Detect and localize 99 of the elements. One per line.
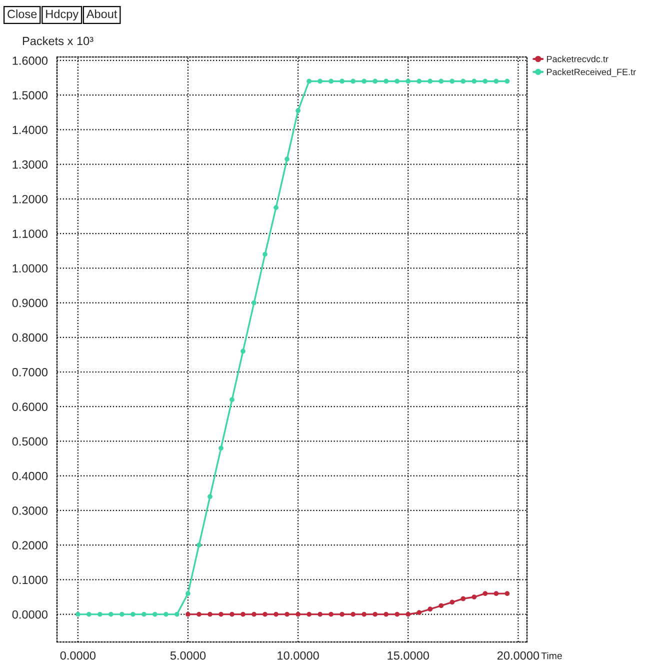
point (504, 78, 510, 84)
point (504, 591, 510, 596)
point (230, 612, 234, 617)
y-tick-label: 1.0000 (12, 264, 48, 273)
point (296, 108, 300, 114)
point (428, 78, 433, 84)
point (152, 612, 158, 617)
point (208, 494, 212, 500)
point (350, 78, 356, 84)
x-tick-label: 0.0000 (60, 651, 96, 660)
point (240, 612, 246, 617)
point (252, 300, 256, 306)
point (164, 612, 168, 617)
y-tick-label: 1.5000 (12, 91, 48, 100)
point (394, 612, 400, 617)
point (218, 612, 224, 617)
point (428, 606, 433, 612)
y-axis-title: Packets x 10³ (22, 36, 94, 46)
point (438, 603, 444, 608)
text: About (86, 10, 118, 18)
legend-label: PacketReceived_FE.tr (546, 68, 636, 77)
y-tick-label: 0.0000 (12, 610, 48, 619)
point (416, 78, 422, 84)
point (362, 612, 367, 617)
point (372, 78, 378, 84)
point (284, 612, 290, 617)
point (340, 78, 345, 84)
point (306, 612, 312, 617)
point (384, 78, 389, 84)
y-tick-label: 0.6000 (12, 402, 48, 412)
y-tick-label: 0.1000 (12, 576, 48, 584)
point (252, 612, 256, 617)
y-tick-label: 0.8000 (12, 333, 48, 342)
point (482, 591, 488, 596)
point (208, 612, 212, 617)
y-tick-label: 1.4000 (12, 126, 48, 134)
point (318, 612, 322, 617)
point (218, 446, 224, 451)
point (86, 612, 92, 617)
point (472, 594, 477, 600)
y-tick-label: 1.2000 (12, 194, 48, 204)
point (120, 612, 124, 617)
point (174, 612, 180, 617)
point (230, 397, 234, 402)
point (284, 156, 290, 162)
y-tick-label: 0.3000 (12, 506, 48, 515)
point (196, 542, 202, 548)
point (406, 78, 411, 84)
y-tick-label: 0.2000 (12, 541, 48, 550)
text: Hdcpy (46, 10, 79, 21)
point (296, 612, 300, 617)
point (384, 612, 389, 617)
point (362, 78, 367, 84)
y-tick-label: 0.9000 (12, 298, 48, 308)
x-tick-label: 15.0000 (388, 651, 429, 660)
point (438, 78, 444, 84)
y-tick-label: 1.6000 (12, 56, 48, 65)
y-tick-label: 0.5000 (12, 437, 48, 446)
x-tick-label: 20.0000 (497, 651, 540, 660)
point (97, 612, 102, 617)
point (262, 252, 268, 257)
point (318, 78, 322, 84)
y-tick-label: 1.3000 (12, 160, 48, 169)
x-axis-title: Time (541, 652, 562, 660)
point (274, 205, 278, 210)
legend-label: Packetrecvdc.tr (546, 56, 608, 62)
point (328, 612, 334, 617)
point (394, 78, 400, 84)
y-tick-label: 1.1000 (12, 230, 48, 238)
point (406, 612, 411, 617)
point (108, 612, 114, 617)
point (416, 610, 422, 616)
point (186, 612, 190, 617)
point (274, 612, 278, 617)
point (340, 612, 345, 617)
point (494, 78, 499, 84)
point (460, 78, 466, 84)
point (328, 78, 334, 84)
point (142, 612, 146, 617)
point (460, 596, 466, 602)
point (75, 612, 80, 617)
point (196, 612, 202, 617)
point (472, 78, 477, 84)
y-tick-label: 0.4000 (12, 472, 48, 480)
x-tick-label: 10.0000 (278, 651, 319, 660)
point (450, 600, 455, 605)
point (372, 612, 378, 617)
point (240, 348, 246, 354)
point (450, 78, 455, 84)
point (306, 78, 312, 84)
point (494, 591, 499, 596)
point (350, 612, 356, 617)
x-tick-label: 5.0000 (170, 651, 206, 660)
y-tick-label: 0.7000 (12, 368, 48, 376)
point (130, 612, 136, 617)
point (482, 78, 488, 84)
point (262, 612, 268, 617)
point (186, 591, 190, 596)
text: Close (8, 10, 37, 18)
